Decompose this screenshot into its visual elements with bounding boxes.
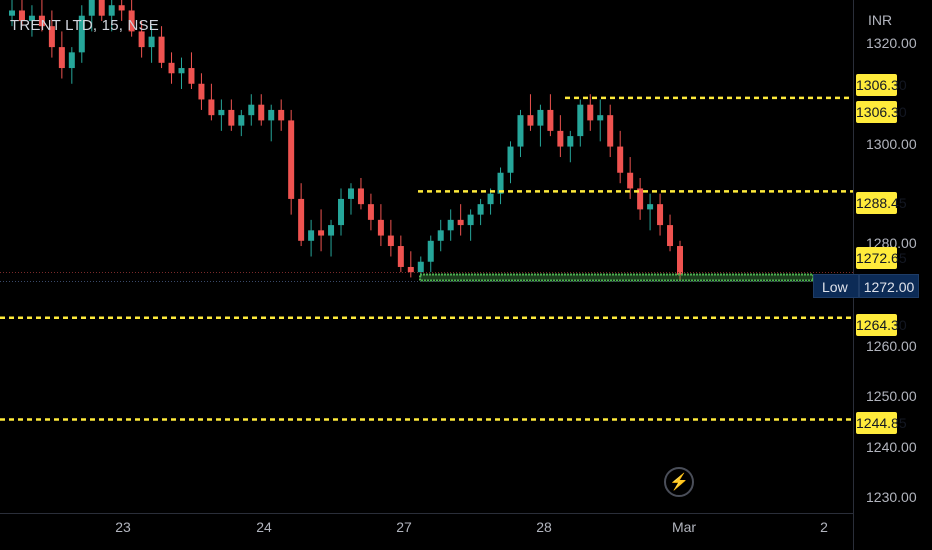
candle-body [258,104,265,121]
candle-body [198,83,205,100]
levels-group [0,96,853,421]
candle-body [298,198,305,241]
low-tag-label: Low [813,274,859,298]
level-price-label: 1264.30 [856,314,907,336]
candle-body [467,214,474,226]
level-price-label: 1306.30 [856,101,907,123]
lightning-icon[interactable]: ⚡ [664,467,694,497]
currency-label: INR [868,12,893,28]
candle-body [18,10,25,21]
time-axis-separator [0,513,853,514]
time-tick: 23 [115,519,131,535]
candle-body [318,230,325,236]
candle-body [387,235,394,247]
candle-body [278,109,285,121]
candle-body [48,26,55,48]
candle-body [188,68,195,84]
price-tick: 1300.00 [866,136,917,152]
candle-body [218,109,225,116]
price-tick: 1260.00 [866,338,917,354]
candles-group [9,0,683,281]
candle-body [68,52,75,69]
level-price-label: 1244.85 [856,412,907,434]
candle-body [228,109,235,126]
candle-body [108,5,115,16]
candle-body [657,204,664,226]
candle-body [627,172,634,189]
candle-body [208,99,215,116]
candle-body [607,115,614,147]
candle-body [577,104,584,137]
candle-body [507,146,514,173]
candle-body [148,36,155,48]
low-tag-price: 1272.00 [859,274,919,298]
time-tick: Mar [671,519,697,535]
candle-body [168,62,175,74]
candle-body [248,104,255,116]
candle-body [347,188,354,199]
level-price-label: 1272.65 [856,247,907,269]
candle-body [677,246,683,275]
candle-body [158,36,165,63]
candle-body [567,136,574,147]
time-tick: 24 [256,519,272,535]
price-tick: 1320.00 [866,35,917,51]
candle-body [377,219,384,236]
candle-body [338,198,345,226]
candle-body [437,230,444,241]
candle-body [547,109,554,131]
candle-body [517,115,524,147]
price-tick: 1240.00 [866,439,917,455]
candle-body [58,47,65,69]
time-tick: 2 [820,519,828,535]
candle-body [397,246,404,267]
candle-body [128,10,135,32]
candle-body [617,146,624,173]
price-tick: 1230.00 [866,489,917,505]
candle-body [328,225,335,236]
candle-body [238,115,245,126]
candle-body [118,5,125,11]
candle-body [457,219,464,226]
support-zone-fill [420,274,813,281]
candle-body [88,0,95,16]
candle-body [98,0,105,16]
candle-body [667,225,674,247]
candle-body [487,193,494,205]
symbol-title[interactable]: TRENT LTD, 15, NSE [10,17,159,34]
candle-body [138,31,145,48]
candle-body [268,109,275,121]
candle-body [308,230,315,241]
candle-body [178,68,185,74]
candle-body [357,188,364,205]
candle-body [367,204,374,220]
level-price-label: 1306.30 [856,74,907,96]
candle-body [9,10,15,16]
candle-body [28,15,35,21]
candle-body [288,120,295,199]
candle-body [497,172,504,194]
candle-body [427,240,434,262]
time-tick: 28 [536,519,552,535]
candle-body [647,204,654,210]
candle-body [78,15,85,53]
candle-body [557,130,564,147]
time-tick: 27 [396,519,412,535]
candle-body [537,109,544,126]
level-price-label: 1288.45 [856,192,907,214]
candle-body [417,261,424,273]
candle-body [38,15,45,27]
candle-body [407,266,414,273]
candle-body [587,104,594,121]
candle-body [527,115,534,126]
candle-body [597,115,604,121]
price-tick: 1250.00 [866,388,917,404]
candle-body [637,188,644,210]
candle-body [447,219,454,231]
candle-body [477,204,484,215]
